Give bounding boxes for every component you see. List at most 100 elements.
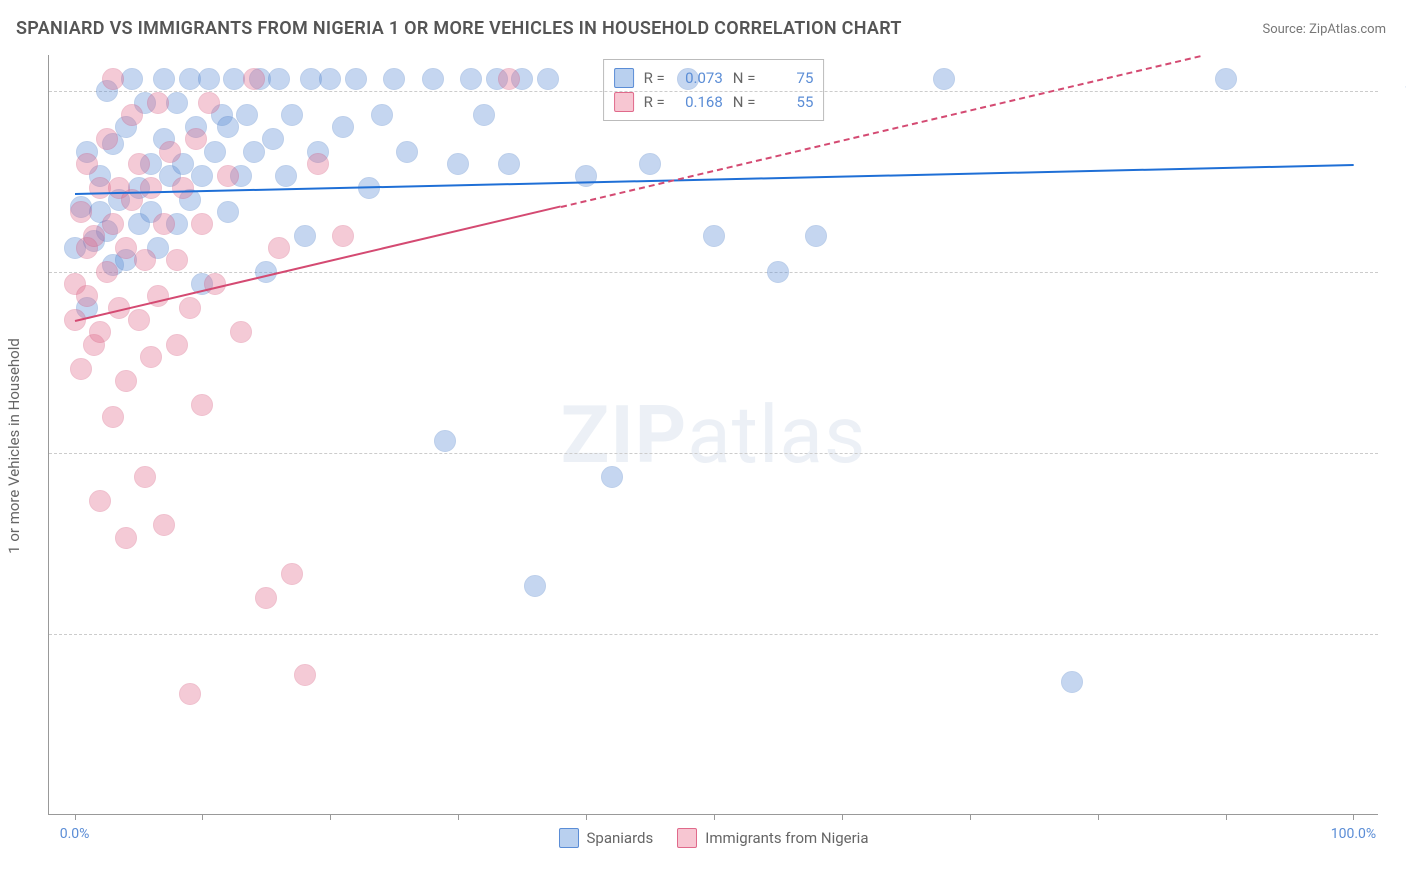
- data-point: [140, 177, 162, 199]
- data-point: [185, 128, 207, 150]
- data-point: [677, 68, 699, 90]
- legend-row-nigeria: R = 0.168 N = 55: [614, 90, 814, 114]
- data-point: [166, 92, 188, 114]
- data-point: [153, 213, 175, 235]
- data-point: [319, 68, 341, 90]
- series-legend: Spaniards Immigrants from Nigeria: [559, 828, 869, 848]
- data-point: [70, 201, 92, 223]
- data-point: [243, 68, 265, 90]
- data-point: [498, 153, 520, 175]
- data-point: [102, 213, 124, 235]
- data-point: [166, 249, 188, 271]
- y-tick-label: 92.5%: [1390, 264, 1406, 280]
- data-point: [805, 225, 827, 247]
- data-point: [473, 104, 495, 126]
- data-point: [1061, 671, 1083, 693]
- data-point: [383, 68, 405, 90]
- swatch-nigeria-bottom: [677, 828, 697, 848]
- data-point: [933, 68, 955, 90]
- data-point: [396, 141, 418, 163]
- data-point: [140, 346, 162, 368]
- data-point: [281, 563, 303, 585]
- data-point: [147, 92, 169, 114]
- x-tick: [842, 814, 843, 820]
- data-point: [498, 68, 520, 90]
- x-tick: [1098, 814, 1099, 820]
- data-point: [76, 285, 98, 307]
- data-point: [89, 490, 111, 512]
- data-point: [281, 104, 303, 126]
- gridline: [49, 91, 1378, 92]
- data-point: [447, 153, 469, 175]
- x-tick: [1226, 814, 1227, 820]
- data-point: [102, 68, 124, 90]
- data-point: [524, 575, 546, 597]
- data-point: [345, 68, 367, 90]
- data-point: [217, 201, 239, 223]
- y-axis-title: 1 or more Vehicles in Household: [5, 338, 23, 554]
- data-point: [96, 128, 118, 150]
- data-point: [1215, 68, 1237, 90]
- data-point: [191, 165, 213, 187]
- x-tick: [330, 814, 331, 820]
- legend-item-nigeria: Immigrants from Nigeria: [677, 828, 868, 848]
- data-point: [89, 321, 111, 343]
- data-point: [153, 514, 175, 536]
- data-point: [243, 141, 265, 163]
- data-point: [134, 466, 156, 488]
- x-tick: [458, 814, 459, 820]
- data-point: [204, 141, 226, 163]
- chart-title: SPANIARD VS IMMIGRANTS FROM NIGERIA 1 OR…: [16, 18, 902, 39]
- x-tick: [202, 814, 203, 820]
- data-point: [198, 92, 220, 114]
- data-point: [601, 466, 623, 488]
- data-point: [102, 406, 124, 428]
- data-point: [307, 153, 329, 175]
- data-point: [236, 104, 258, 126]
- data-point: [275, 165, 297, 187]
- data-point: [179, 683, 201, 705]
- data-point: [172, 177, 194, 199]
- legend-item-spaniards: Spaniards: [559, 828, 654, 848]
- gridline: [49, 272, 1378, 273]
- data-point: [255, 587, 277, 609]
- data-point: [191, 213, 213, 235]
- x-tick: [1353, 814, 1354, 820]
- data-point: [198, 68, 220, 90]
- data-point: [76, 153, 98, 175]
- swatch-spaniards: [614, 68, 634, 88]
- data-point: [268, 237, 290, 259]
- swatch-nigeria: [614, 92, 634, 112]
- x-tick-label: 0.0%: [60, 826, 90, 842]
- data-point: [179, 297, 201, 319]
- data-point: [70, 358, 92, 380]
- data-point: [191, 394, 213, 416]
- data-point: [83, 225, 105, 247]
- trend-line: [75, 164, 1354, 195]
- data-point: [115, 237, 137, 259]
- data-point: [294, 664, 316, 686]
- data-point: [639, 153, 661, 175]
- data-point: [230, 321, 252, 343]
- data-point: [96, 261, 118, 283]
- data-point: [153, 68, 175, 90]
- data-point: [268, 68, 290, 90]
- source-attribution: Source: ZipAtlas.com: [1262, 22, 1386, 37]
- x-tick: [714, 814, 715, 820]
- y-tick-label: 85.0%: [1390, 445, 1406, 461]
- y-tick-label: 100.0%: [1390, 83, 1406, 99]
- gridline: [49, 453, 1378, 454]
- data-point: [115, 370, 137, 392]
- scatter-plot-area: ZIPatlas R = 0.073 N = 75 R = 0.168 N = …: [48, 55, 1378, 815]
- swatch-spaniards-bottom: [559, 828, 579, 848]
- data-point: [537, 68, 559, 90]
- data-point: [262, 128, 284, 150]
- data-point: [422, 68, 444, 90]
- gridline: [49, 634, 1378, 635]
- x-tick: [970, 814, 971, 820]
- data-point: [332, 225, 354, 247]
- data-point: [703, 225, 725, 247]
- data-point: [134, 249, 156, 271]
- data-point: [371, 104, 393, 126]
- data-point: [115, 527, 137, 549]
